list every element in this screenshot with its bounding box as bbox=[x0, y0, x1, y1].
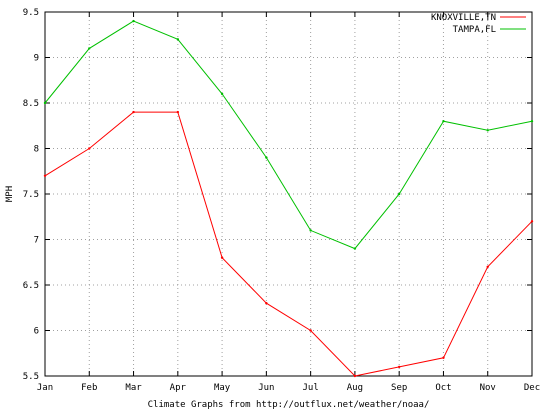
y-axis-label: MPH bbox=[5, 186, 15, 202]
y-tick-label: 8.5 bbox=[23, 99, 39, 109]
x-axis-label: Climate Graphs from http://outflux.net/w… bbox=[148, 400, 430, 410]
data-point-0-3 bbox=[176, 110, 180, 114]
x-tick-label: Oct bbox=[435, 383, 451, 393]
series-line-0 bbox=[44, 111, 533, 377]
x-tick-label: Apr bbox=[170, 383, 187, 393]
y-tick-label: 9.5 bbox=[23, 8, 39, 18]
data-point-0-7 bbox=[353, 374, 357, 378]
data-point-0-11 bbox=[530, 220, 534, 223]
y-tick-label: 7 bbox=[34, 236, 39, 246]
data-point-0-0 bbox=[43, 174, 47, 177]
x-tick-label: Jan bbox=[37, 383, 53, 393]
x-tick-label: Dec bbox=[524, 383, 540, 393]
data-point-1-3 bbox=[176, 38, 180, 41]
data-point-1-9 bbox=[442, 120, 445, 123]
y-tick-label: 5.5 bbox=[23, 372, 39, 382]
series-line-1 bbox=[44, 20, 533, 250]
data-point-0-1 bbox=[88, 147, 91, 150]
legend-label-knoxville: KNOXVILLE,TN bbox=[431, 13, 496, 23]
x-tick-label: Jul bbox=[303, 383, 319, 393]
x-tick-label: Mar bbox=[125, 383, 142, 393]
y-tick-label: 6 bbox=[34, 327, 39, 337]
data-point-0-2 bbox=[132, 110, 135, 114]
x-tick-label: Jun bbox=[258, 383, 274, 393]
data-point-1-2 bbox=[132, 19, 135, 23]
x-tick-label: Nov bbox=[480, 383, 496, 393]
series-lines bbox=[43, 19, 534, 378]
axis-ticks: 5.5 6 6.5 7 7.5 8 8.5 9 9.5 Jan Feb Mar Apr May Jun Jul… bbox=[23, 8, 540, 393]
x-tick-label: Aug bbox=[347, 383, 363, 393]
data-point-1-5 bbox=[265, 156, 268, 159]
data-point-1-0 bbox=[43, 101, 47, 105]
legend-label-tampa: TAMPA,FL bbox=[453, 25, 496, 35]
data-point-1-7 bbox=[353, 247, 357, 250]
x-tick-label: Feb bbox=[81, 383, 97, 393]
data-point-0-5 bbox=[265, 302, 268, 305]
y-tick-label: 9 bbox=[34, 54, 39, 64]
data-point-1-8 bbox=[397, 192, 401, 196]
x-tick-label: Sep bbox=[391, 383, 407, 393]
data-point-0-10 bbox=[486, 265, 489, 268]
data-point-1-4 bbox=[220, 92, 224, 96]
y-tick-label: 6.5 bbox=[23, 281, 39, 291]
grid-lines bbox=[45, 12, 532, 376]
data-point-0-8 bbox=[397, 365, 401, 369]
data-point-1-11 bbox=[530, 120, 534, 123]
data-point-0-9 bbox=[442, 356, 445, 359]
data-point-1-6 bbox=[309, 229, 312, 232]
data-point-1-1 bbox=[88, 47, 91, 50]
data-point-0-6 bbox=[309, 329, 312, 332]
x-tick-label: May bbox=[214, 383, 231, 393]
y-tick-label: 8 bbox=[34, 145, 39, 155]
data-point-1-10 bbox=[486, 129, 489, 132]
data-point-0-4 bbox=[220, 256, 224, 259]
legend: KNOXVILLE,TN TAMPA,FL bbox=[431, 13, 526, 35]
y-tick-label: 7.5 bbox=[23, 190, 39, 200]
